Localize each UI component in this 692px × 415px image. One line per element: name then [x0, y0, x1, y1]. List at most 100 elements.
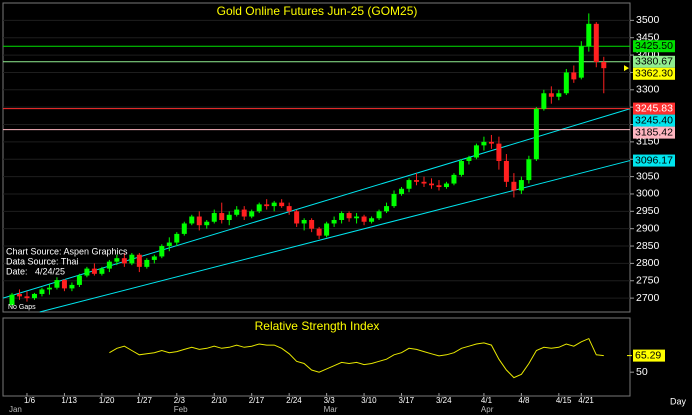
- y-tick-label: 2750: [636, 275, 660, 287]
- candle-body: [69, 284, 75, 289]
- candle-body: [496, 143, 502, 161]
- candle-body: [436, 185, 442, 188]
- candle-body: [384, 206, 390, 212]
- x-tick-label: 2/24: [286, 396, 302, 405]
- rsi-panel: [2, 317, 631, 397]
- candle-body: [144, 259, 150, 267]
- candle-body: [264, 204, 270, 207]
- y-tick-label: 3050: [636, 170, 660, 182]
- value-box-label: 3096.17: [635, 154, 673, 166]
- x-tick-label: 2/3: [174, 396, 186, 405]
- candle-body: [39, 289, 45, 294]
- candle-body: [249, 211, 255, 217]
- candle-body: [121, 258, 127, 264]
- candle-body: [443, 183, 449, 188]
- candle-body: [316, 228, 322, 236]
- candle-body: [99, 268, 105, 274]
- candle-body: [46, 287, 52, 290]
- candle-body: [526, 159, 532, 181]
- month-label: Feb: [174, 405, 188, 414]
- note: Chart Source: Aspen Graphics: [6, 246, 128, 256]
- footnote: No Gaps: [8, 304, 36, 311]
- value-box: [633, 154, 675, 167]
- month-label: Apr: [481, 405, 494, 414]
- candle-body: [181, 223, 187, 234]
- candle-body: [451, 174, 457, 184]
- candle-body: [271, 202, 277, 207]
- plot: [2, 13, 632, 379]
- candle-body: [286, 206, 292, 212]
- value-box: [633, 40, 675, 53]
- labels: 2700275028002850290029503000305031003150…: [9, 14, 675, 414]
- month-label: Jan: [9, 405, 22, 414]
- value-box-label: 3362.30: [635, 68, 673, 80]
- candle-body: [9, 294, 15, 306]
- candle-body: [196, 216, 202, 226]
- x-tick-label: 1/27: [136, 396, 152, 405]
- candle-body: [556, 93, 562, 97]
- candle-body: [369, 218, 375, 222]
- grid: [3, 19, 634, 396]
- candle-body: [76, 275, 82, 285]
- x-tick-label: 2/17: [249, 396, 265, 405]
- value-box-label: 65.29: [635, 349, 661, 361]
- candle-body: [219, 213, 225, 220]
- y-tick-label: 3150: [636, 136, 660, 148]
- y-tick-label: 50: [636, 366, 648, 378]
- candle-body: [533, 108, 539, 160]
- value-box-label: 3380.67: [635, 56, 673, 68]
- candle-body: [466, 157, 472, 161]
- note: Data Source: Thai: [6, 256, 78, 266]
- candle-body: [399, 188, 405, 194]
- candle-body: [593, 23, 599, 63]
- price-panel: [2, 2, 631, 313]
- candle-body: [354, 216, 360, 219]
- value-box-label: 3185.42: [635, 126, 673, 138]
- candle-body: [518, 180, 524, 191]
- candle-body: [324, 223, 330, 236]
- candle-body: [406, 180, 412, 189]
- candle-body: [241, 209, 247, 217]
- chart-title: Gold Online Futures Jun-25 (GOM25): [217, 4, 418, 18]
- candle-body: [24, 296, 30, 299]
- rsi-line: [109, 337, 604, 379]
- candle-body: [339, 213, 345, 220]
- y-tick-label: 3500: [636, 14, 660, 26]
- x-tick-label: 3/17: [399, 396, 415, 405]
- candle-body: [136, 254, 142, 267]
- y-tick-label: 3300: [636, 84, 660, 96]
- candle-body: [346, 213, 352, 219]
- candle-body: [189, 216, 195, 224]
- candle-body: [234, 209, 240, 215]
- candle-body: [106, 261, 112, 269]
- candle-body: [151, 256, 157, 260]
- candle-body: [16, 293, 22, 297]
- trendline: [39, 160, 631, 313]
- candle-body: [376, 211, 382, 219]
- x-axis-label: Day: [670, 396, 687, 406]
- x-tick-label: 2/10: [211, 396, 227, 405]
- y-tick-label: 2800: [636, 257, 660, 269]
- y-tick-label: 2900: [636, 222, 660, 234]
- candle-body: [226, 214, 232, 220]
- x-tick-label: 3/24: [436, 396, 452, 405]
- candle-body: [331, 219, 337, 224]
- x-tick-label: 1/13: [61, 396, 77, 405]
- candle-body: [279, 202, 285, 207]
- x-tick-label: 1/20: [99, 396, 115, 405]
- value-box-label: 3245.83: [635, 102, 673, 114]
- y-tick-label: 2950: [636, 205, 660, 217]
- value-box-label: 3245.40: [635, 114, 673, 126]
- candle-body: [488, 141, 494, 144]
- x-tick-label: 4/21: [578, 396, 594, 405]
- candle-body: [309, 219, 315, 229]
- candle-body: [586, 23, 592, 47]
- value-box: [633, 67, 675, 80]
- candle-body: [294, 211, 300, 224]
- x-tick-label: 4/8: [518, 396, 530, 405]
- candle-body: [548, 93, 554, 97]
- candle-body: [61, 280, 67, 289]
- candle-body: [571, 72, 577, 80]
